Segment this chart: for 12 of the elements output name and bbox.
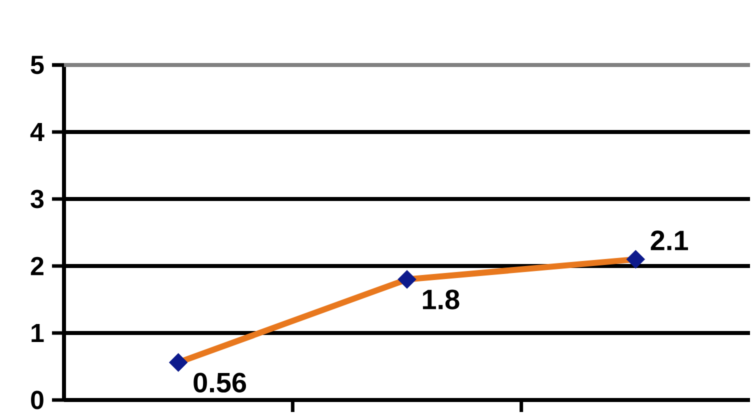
y-tick-label: 1 [32, 324, 44, 342]
data-label: 1.8 [422, 290, 460, 310]
y-tick-label: 5 [30, 56, 44, 74]
y-tick-label: 4 [30, 123, 44, 141]
y-tick-label: 3 [30, 190, 44, 208]
data-label: 2.1 [650, 230, 688, 250]
y-tick-label: 0 [31, 390, 44, 410]
data-label: 0.56 [194, 372, 246, 392]
point [626, 250, 646, 269]
point [398, 270, 416, 289]
point [168, 353, 188, 372]
y-tick-label: 2 [30, 256, 44, 276]
